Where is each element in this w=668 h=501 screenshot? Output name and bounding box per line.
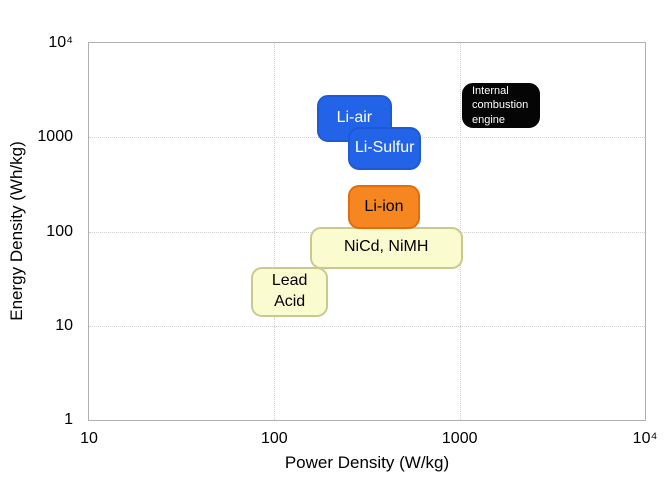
region-label-li-sulfur: Li-Sulfur — [354, 139, 415, 157]
plot-area: NiCd, NiMH Lead Acid Li-ion Li-air Li-Sulfur… — [88, 42, 646, 421]
y-tick-1000: 1000 — [37, 128, 73, 146]
region-label-nicd-nimh: NiCd, NiMH — [343, 238, 429, 256]
x-tick-10000: 10⁴ — [632, 430, 658, 447]
gridline-y-10 — [89, 325, 645, 327]
y-tick-100: 100 — [46, 222, 73, 240]
y-tick-1: 1 — [64, 411, 73, 428]
x-tick-100: 100 — [260, 430, 288, 447]
x-tick-1000: 1000 — [441, 430, 478, 447]
x-axis-title: Power Density (W/kg) — [284, 453, 450, 472]
region-label-ice: Internal combustion engine — [472, 84, 529, 126]
region-label-li-air: Li-air — [336, 108, 373, 126]
region-lead-acid: Lead Acid — [251, 267, 329, 317]
region-li-sulfur: Li-Sulfur — [348, 127, 422, 170]
x-tick-10: 10 — [80, 430, 98, 447]
region-label-lead-acid: Lead Acid — [271, 272, 308, 310]
region-nicd-nimh: NiCd, NiMH — [309, 226, 463, 269]
region-ice: Internal combustion engine — [462, 82, 540, 129]
region-label-li-ion: Li-ion — [364, 197, 404, 215]
y-tick-10: 10 — [55, 316, 73, 334]
y-tick-10000: 10⁴ — [48, 34, 73, 51]
region-li-ion: Li-ion — [348, 185, 420, 230]
